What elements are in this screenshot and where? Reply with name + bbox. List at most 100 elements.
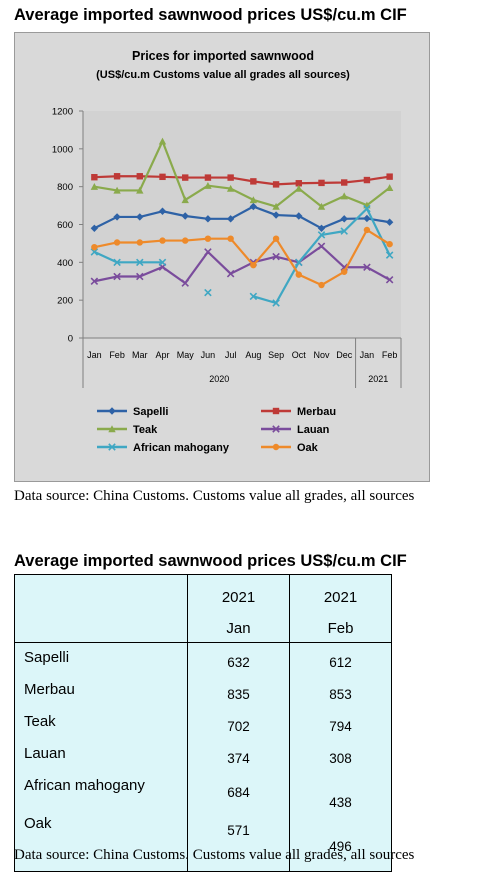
y-tick-label: 1200 <box>52 107 73 118</box>
line-chart: Prices for imported sawnwood (US$/cu.m C… <box>52 49 402 454</box>
marker-stroke <box>272 299 280 307</box>
jan-values-cell: 632 835 702 374 684 571 <box>187 642 290 872</box>
marker-stroke <box>136 272 144 281</box>
legend-label-sapelli: Sapelli <box>133 406 168 418</box>
marker-stroke <box>136 258 144 267</box>
data-point-merbau <box>341 179 348 186</box>
value-lauan-feb: 308 <box>329 751 352 766</box>
series-line-teak <box>94 140 391 208</box>
data-point-oak <box>136 239 143 246</box>
value-african-mahogany-feb: 438 <box>329 795 352 810</box>
data-point-merbau <box>204 174 212 181</box>
data-point-merbau <box>250 178 257 185</box>
marker-stroke <box>226 269 235 278</box>
value-sapelli-feb: 612 <box>329 655 352 670</box>
series-layer <box>90 137 394 307</box>
y-tick-label: 200 <box>57 296 73 307</box>
x-tick-label: Jan <box>87 350 102 360</box>
data-point-sapelli <box>226 215 235 223</box>
data-point-teak <box>317 202 326 210</box>
data-point-oak <box>318 281 325 289</box>
marker-stroke <box>317 242 326 251</box>
x-tick-label: Aug <box>245 350 261 360</box>
legend-label-african-mahogany: African mahogany <box>133 442 230 454</box>
y-tick-label: 400 <box>57 258 73 269</box>
marker-stroke <box>204 248 212 256</box>
data-point-sapelli <box>272 211 280 219</box>
species-label-sapelli: Sapelli <box>24 649 70 666</box>
series-african-mahogany <box>90 204 394 307</box>
data-point-african-mahogany <box>363 204 371 213</box>
value-teak-jan: 702 <box>227 719 250 734</box>
legend-swatch-marker <box>108 443 116 451</box>
data-point-oak <box>113 239 121 246</box>
table-header-cell-feb: 2021 Feb <box>289 574 392 643</box>
data-point-lauan <box>363 263 371 272</box>
header-month-jan: Jan <box>226 619 251 637</box>
data-point-merbau <box>295 180 302 187</box>
data-point-african-mahogany <box>158 258 167 267</box>
species-label-african-mahogany: African mahogany <box>24 777 145 794</box>
value-oak-jan: 571 <box>227 823 250 838</box>
marker-stroke <box>158 258 167 267</box>
data-point-lauan <box>136 272 144 281</box>
series-sapelli <box>90 202 394 232</box>
value-oak-feb: 496 <box>329 839 352 854</box>
data-point-lauan <box>90 277 99 286</box>
data-point-merbau <box>136 173 143 180</box>
data-point-teak <box>249 196 258 204</box>
data-point-oak <box>227 235 234 242</box>
legend-item-teak: Teak <box>97 424 158 436</box>
data-source-note-bottom: Data source: China Customs. Customs valu… <box>14 847 415 863</box>
data-point-lauan <box>272 252 280 261</box>
data-point-teak <box>90 182 99 190</box>
series-line-sapelli <box>93 205 390 230</box>
data-point-teak <box>181 196 189 204</box>
legend-item-african-mahogany: African mahogany <box>97 442 230 454</box>
marker-stroke <box>272 425 280 433</box>
data-point-sapelli <box>385 218 394 226</box>
data-point-oak <box>250 261 257 269</box>
data-point-african-mahogany <box>295 258 303 267</box>
series-line-african-mahogany <box>93 250 163 264</box>
y-tick-label: 600 <box>57 220 73 231</box>
data-point-african-mahogany <box>113 258 121 267</box>
x-tick-label: Mar <box>132 350 148 360</box>
species-label-oak: Oak <box>24 815 52 832</box>
legend-item-sapelli: Sapelli <box>97 406 168 418</box>
data-point-oak <box>272 235 280 242</box>
data-point-oak <box>341 268 348 275</box>
marker-stroke <box>108 443 116 451</box>
species-label-cell: Sapelli Merbau Teak Lauan African mahoga… <box>14 642 188 872</box>
data-point-african-mahogany <box>249 292 258 301</box>
data-point-teak <box>272 202 280 210</box>
data-point-lauan <box>113 272 121 281</box>
x-tick-label: May <box>177 350 195 360</box>
marker-stroke <box>272 252 280 261</box>
data-point-lauan <box>204 248 212 256</box>
y-tick-label: 800 <box>57 182 73 193</box>
data-point-lauan <box>317 242 326 251</box>
legend-item-merbau: Merbau <box>261 406 336 418</box>
data-point-merbau <box>159 173 166 181</box>
chart-subtitle: (US$/cu.m Customs value all grades all s… <box>96 69 350 81</box>
legend-label-teak: Teak <box>133 424 158 436</box>
x-tick-label: Jan <box>360 350 375 360</box>
legend-swatch-marker <box>272 425 280 433</box>
series-oak <box>91 226 393 289</box>
data-point-sapelli <box>158 207 167 215</box>
data-point-teak <box>226 184 235 192</box>
data-point-oak <box>182 237 189 244</box>
legend-swatch-marker <box>272 443 280 451</box>
data-point-african-mahogany <box>385 251 394 259</box>
marker-stroke <box>90 248 99 256</box>
data-point-sapelli <box>295 212 303 220</box>
y-tick-label: 0 <box>68 334 73 345</box>
data-point-teak <box>295 184 303 192</box>
data-point-african-mahogany <box>317 231 326 239</box>
data-point-sapelli <box>90 224 99 232</box>
x-tick-label: Oct <box>292 350 307 360</box>
data-point-african-mahogany <box>340 227 348 235</box>
x-tick-label: Sep <box>268 350 284 360</box>
marker-stroke <box>385 251 394 259</box>
